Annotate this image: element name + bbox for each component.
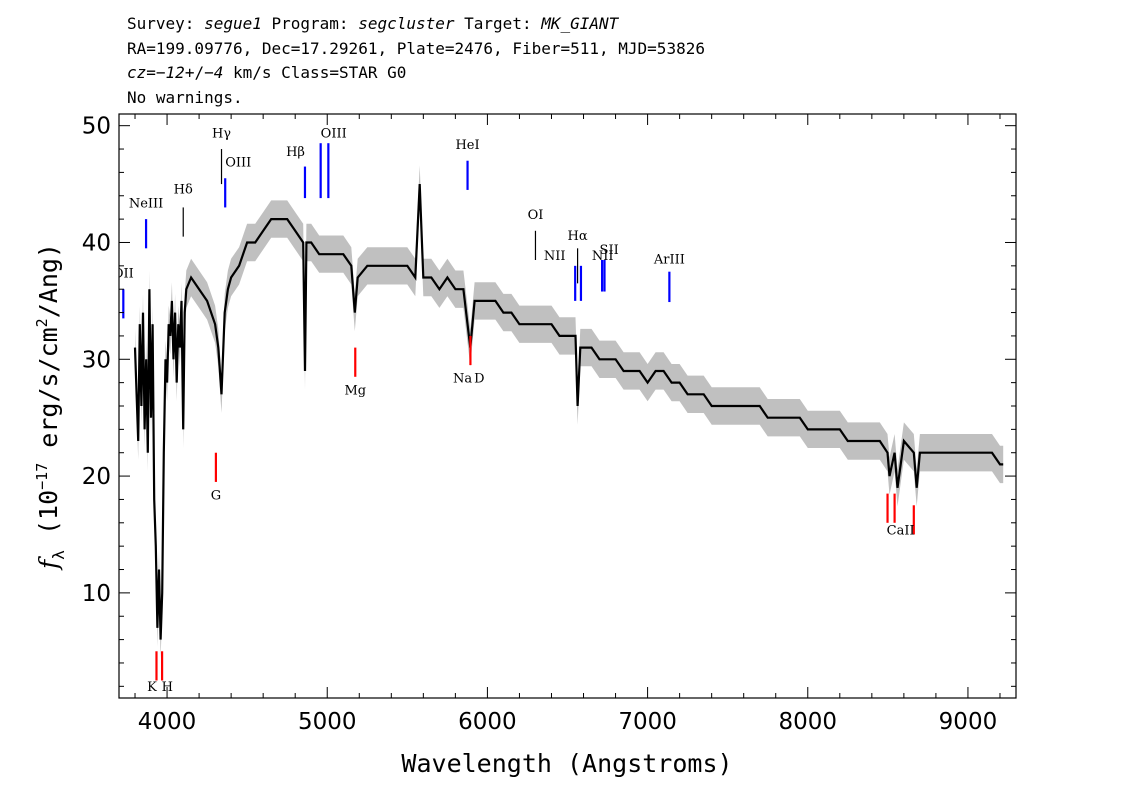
line-label-oiii: OIII xyxy=(225,156,251,171)
line-label-k: K xyxy=(147,680,157,695)
header-line-coords: RA=199.09776, Dec=17.29261, Plate=2476, … xyxy=(127,38,705,58)
y-title-open: (10 xyxy=(34,490,63,550)
header-line-survey: Survey: segue1 Program: segcluster Targe… xyxy=(127,12,705,37)
y-axis-title: fλ (10−17 erg/s/cm2/Ang) xyxy=(33,243,68,571)
line-label-mg: Mg xyxy=(344,383,366,398)
program-label: Program: xyxy=(261,14,359,33)
y-title-exp2: 2 xyxy=(33,318,51,327)
y-title-f: f xyxy=(34,556,63,571)
line-label-oi: OI xyxy=(528,208,544,223)
spectrum-header: Survey: segue1 Program: segcluster Targe… xyxy=(127,12,705,110)
line-label-h-: Hγ xyxy=(212,126,231,141)
plot-frame xyxy=(118,113,1017,699)
cz-value: −12 xyxy=(155,63,185,82)
y-axis: 10 20 30 40 50 xyxy=(82,114,1016,687)
line-label-h-: Hα xyxy=(568,229,588,244)
line-label-h-: Hδ xyxy=(174,182,193,197)
survey-label: Survey: xyxy=(127,14,205,33)
y-title-exp: −17 xyxy=(33,463,51,490)
y-title-sub: λ xyxy=(49,550,68,560)
survey-value: segue1 xyxy=(204,14,262,33)
x-tick-label: 8000 xyxy=(778,709,837,735)
line-label-sii: SII xyxy=(600,243,619,258)
line-label-oiii: OIII xyxy=(321,126,347,141)
line-label-hei: HeI xyxy=(455,138,479,153)
x-tick-label: 6000 xyxy=(458,709,517,735)
y-title-close: /Ang) xyxy=(34,243,63,318)
target-value: MK_GIANT xyxy=(541,14,619,33)
x-tick-label: 5000 xyxy=(298,709,357,735)
flux-line xyxy=(133,184,1004,640)
line-label-oii: OII xyxy=(113,267,134,282)
line-label-na: Na xyxy=(453,372,472,387)
header-line-redshift: cz=−12+/−4 km/s Class=STAR G0 xyxy=(127,61,705,86)
header-line-warnings: No warnings. xyxy=(127,87,243,107)
cz-equals: = xyxy=(146,63,156,82)
cz-class: km/s Class=STAR G0 xyxy=(223,63,407,82)
x-tick-label: 9000 xyxy=(939,709,998,735)
target-label: Target: xyxy=(454,14,542,33)
spectral-line-labels: NeIIIHδHγOIIIHβOIIIHeIOINIIHαNIISIIArIII… xyxy=(129,126,915,695)
line-label-nii: NII xyxy=(544,249,566,264)
line-label-h-: Hβ xyxy=(286,145,305,160)
cz-label: cz xyxy=(127,63,147,82)
line-label-caii: CaII xyxy=(887,523,915,538)
x-tick-label: 7000 xyxy=(618,709,677,735)
y-title-mid: erg/s/cm xyxy=(34,327,63,462)
line-label-g: G xyxy=(211,488,221,503)
x-axis-title: Wavelength (Angstroms) xyxy=(401,749,732,778)
y-tick-label: 50 xyxy=(82,114,111,140)
line-label-neiii: NeIII xyxy=(129,196,163,211)
line-label-d: D xyxy=(474,372,484,387)
x-tick-label: 4000 xyxy=(138,709,197,735)
y-tick-label: 40 xyxy=(82,230,111,256)
cz-plusminus: +/− xyxy=(184,63,214,82)
line-label-ariii: ArIII xyxy=(653,253,685,268)
plot-area: OII xyxy=(113,143,1004,681)
y-tick-label: 20 xyxy=(82,464,111,490)
x-axis: 4000 5000 6000 7000 8000 9000 xyxy=(134,114,1001,735)
cz-error: 4 xyxy=(213,63,224,82)
spectral-line-markers: OII xyxy=(113,143,915,681)
y-tick-label: 30 xyxy=(82,347,111,373)
y-tick-label: 10 xyxy=(82,581,111,607)
program-value: segcluster xyxy=(358,14,455,33)
line-label-nii: NII xyxy=(592,249,614,264)
